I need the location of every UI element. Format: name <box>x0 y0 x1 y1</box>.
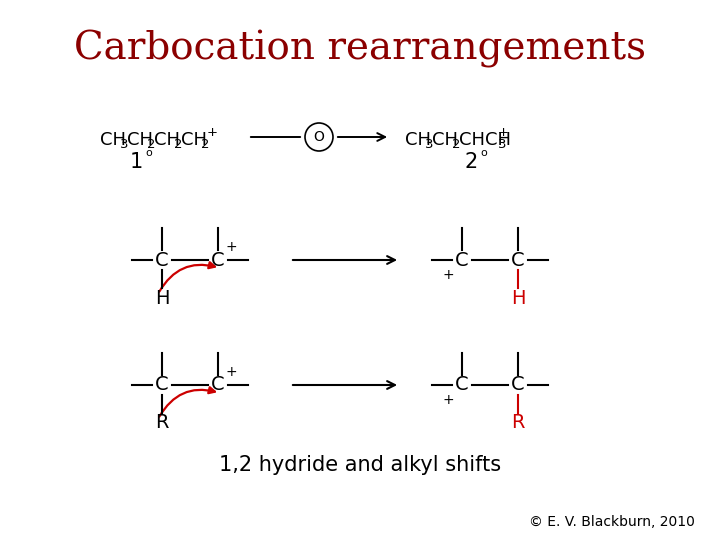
Text: C: C <box>211 375 225 395</box>
Text: 2: 2 <box>201 138 210 152</box>
Text: 2: 2 <box>174 138 182 152</box>
FancyArrowPatch shape <box>159 262 215 292</box>
Text: CH: CH <box>100 131 126 149</box>
Text: C: C <box>211 251 225 269</box>
Text: +: + <box>442 393 454 407</box>
Text: +: + <box>442 268 454 282</box>
Text: C: C <box>511 375 525 395</box>
Text: Carbocation rearrangements: Carbocation rearrangements <box>74 30 646 68</box>
Text: CH: CH <box>181 131 207 149</box>
Text: 1,2 hydride and alkyl shifts: 1,2 hydride and alkyl shifts <box>219 455 501 475</box>
Text: CH: CH <box>154 131 180 149</box>
Text: CH: CH <box>432 131 458 149</box>
Text: o: o <box>480 148 487 158</box>
Text: 2: 2 <box>147 138 156 152</box>
Text: +: + <box>225 240 237 254</box>
Text: © E. V. Blackburn, 2010: © E. V. Blackburn, 2010 <box>529 515 695 529</box>
Text: R: R <box>511 414 525 433</box>
Text: C: C <box>156 375 168 395</box>
Text: 3: 3 <box>498 138 506 152</box>
Text: CH: CH <box>405 131 431 149</box>
Text: 3: 3 <box>120 138 128 152</box>
Text: o: o <box>145 148 152 158</box>
Text: +: + <box>225 365 237 379</box>
Text: 1: 1 <box>130 152 143 172</box>
Text: C: C <box>455 251 469 269</box>
Text: CH: CH <box>127 131 153 149</box>
Text: 2: 2 <box>452 138 461 152</box>
Text: 3: 3 <box>425 138 433 152</box>
Text: H: H <box>510 288 526 307</box>
FancyArrowPatch shape <box>159 387 215 416</box>
Text: +: + <box>207 125 218 138</box>
Text: R: R <box>156 414 168 433</box>
Text: H: H <box>155 288 169 307</box>
Text: +: + <box>498 125 509 138</box>
Text: C: C <box>455 375 469 395</box>
Text: C: C <box>511 251 525 269</box>
Text: C: C <box>156 251 168 269</box>
Text: 2: 2 <box>465 152 478 172</box>
Text: CHCH: CHCH <box>459 131 511 149</box>
Text: O: O <box>314 130 325 144</box>
